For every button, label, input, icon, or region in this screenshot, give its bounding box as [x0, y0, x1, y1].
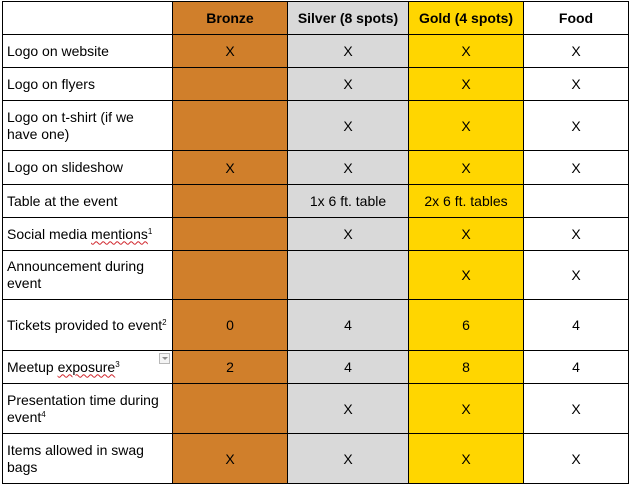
feature-label: Meetup exposure	[7, 358, 116, 375]
feature-cell[interactable]: Announcement during event	[2, 250, 173, 300]
header-row: Bronze Silver (8 spots) Gold (4 spots) F…	[2, 1, 629, 35]
silver-cell[interactable]: 4	[287, 299, 409, 351]
gold-cell[interactable]: 2x 6 ft. tables	[408, 184, 524, 218]
gold-cell[interactable]: X	[408, 383, 524, 434]
bronze-cell[interactable]: X	[172, 34, 288, 68]
table-row: Announcement during event X X	[2, 250, 629, 300]
bronze-cell[interactable]	[172, 100, 288, 151]
feature-cell[interactable]: Social media mentions1	[2, 217, 173, 251]
feature-cell[interactable]: Items allowed in swag bags	[2, 433, 173, 484]
silver-cell[interactable]: X	[287, 100, 409, 151]
food-cell[interactable]: X	[523, 250, 629, 300]
table-row: Presentation time during event4 X X X	[2, 383, 629, 434]
gold-cell[interactable]: 8	[408, 350, 524, 384]
header-silver[interactable]: Silver (8 spots)	[287, 1, 409, 35]
silver-cell[interactable]: X	[287, 150, 409, 185]
food-cell[interactable]: X	[523, 217, 629, 251]
bronze-cell[interactable]: X	[172, 433, 288, 484]
table-row: Logo on t-shirt (if we have one) X X X	[2, 100, 629, 151]
gold-cell[interactable]: X	[408, 67, 524, 101]
food-cell[interactable]: 4	[523, 350, 629, 384]
header-bronze[interactable]: Bronze	[172, 1, 288, 35]
gold-cell[interactable]: X	[408, 217, 524, 251]
silver-cell[interactable]: X	[287, 34, 409, 68]
bronze-cell[interactable]	[172, 250, 288, 300]
food-cell[interactable]: X	[523, 383, 629, 434]
feature-label: Presentation time during event	[7, 391, 159, 425]
feature-cell[interactable]: Presentation time during event4	[2, 383, 173, 434]
food-cell[interactable]: X	[523, 150, 629, 185]
gold-cell[interactable]: X	[408, 433, 524, 484]
bronze-cell[interactable]: 0	[172, 299, 288, 351]
food-cell[interactable]: X	[523, 433, 629, 484]
header-food[interactable]: Food	[523, 1, 629, 35]
header-gold[interactable]: Gold (4 spots)	[408, 1, 524, 35]
silver-cell[interactable]: 1x 6 ft. table	[287, 184, 409, 218]
gold-cell[interactable]: X	[408, 34, 524, 68]
food-cell[interactable]: X	[523, 67, 629, 101]
misspelled-word: mentions	[91, 225, 148, 242]
gold-cell[interactable]: 6	[408, 299, 524, 351]
dropdown-arrow-icon[interactable]	[159, 353, 170, 364]
table-row: Items allowed in swag bags X X X X	[2, 433, 629, 484]
silver-cell[interactable]: 4	[287, 350, 409, 384]
silver-cell[interactable]: X	[287, 433, 409, 484]
table-row: Social media mentions1 X X X	[2, 217, 629, 251]
bronze-cell[interactable]	[172, 383, 288, 434]
table-row: Logo on flyers X X X	[2, 67, 629, 101]
gold-cell[interactable]: X	[408, 100, 524, 151]
silver-cell[interactable]	[287, 250, 409, 300]
table-row: Logo on slideshow X X X X	[2, 150, 629, 185]
table-row: Meetup exposure3 2 4 8 4	[2, 350, 629, 384]
food-cell[interactable]: X	[523, 34, 629, 68]
silver-cell[interactable]: X	[287, 383, 409, 434]
table-row: Tickets provided to event2 0 4 6 4	[2, 299, 629, 351]
feature-cell[interactable]: Tickets provided to event2	[2, 299, 173, 351]
feature-cell[interactable]: Meetup exposure3	[2, 350, 173, 384]
feature-cell[interactable]: Table at the event	[2, 184, 173, 218]
feature-cell[interactable]: Logo on flyers	[2, 67, 173, 101]
footnote-marker: 1	[147, 226, 153, 236]
footnote-marker: 4	[41, 409, 46, 419]
bronze-cell[interactable]	[172, 217, 288, 251]
food-cell[interactable]	[523, 184, 629, 218]
bronze-cell[interactable]	[172, 67, 288, 101]
gold-cell[interactable]: X	[408, 250, 524, 300]
feature-cell[interactable]: Logo on t-shirt (if we have one)	[2, 100, 173, 151]
header-feature[interactable]	[2, 1, 173, 35]
footnote-marker: 2	[162, 317, 167, 327]
bronze-cell[interactable]: 2	[172, 350, 288, 384]
table-row: Table at the event 1x 6 ft. table 2x 6 f…	[2, 184, 629, 218]
silver-cell[interactable]: X	[287, 217, 409, 251]
table-row: Logo on website X X X X	[2, 34, 629, 68]
bronze-cell[interactable]: X	[172, 150, 288, 185]
footnote-marker: 3	[115, 359, 120, 369]
feature-cell[interactable]: Logo on website	[2, 34, 173, 68]
feature-label: Social media mentions	[7, 225, 148, 242]
gold-cell[interactable]: X	[408, 150, 524, 185]
feature-label: Tickets provided to event	[7, 316, 163, 333]
feature-cell[interactable]: Logo on slideshow	[2, 150, 173, 185]
food-cell[interactable]: 4	[523, 299, 629, 351]
bronze-cell[interactable]	[172, 184, 288, 218]
misspelled-word: exposure	[57, 358, 116, 375]
food-cell[interactable]: X	[523, 100, 629, 151]
silver-cell[interactable]: X	[287, 67, 409, 101]
